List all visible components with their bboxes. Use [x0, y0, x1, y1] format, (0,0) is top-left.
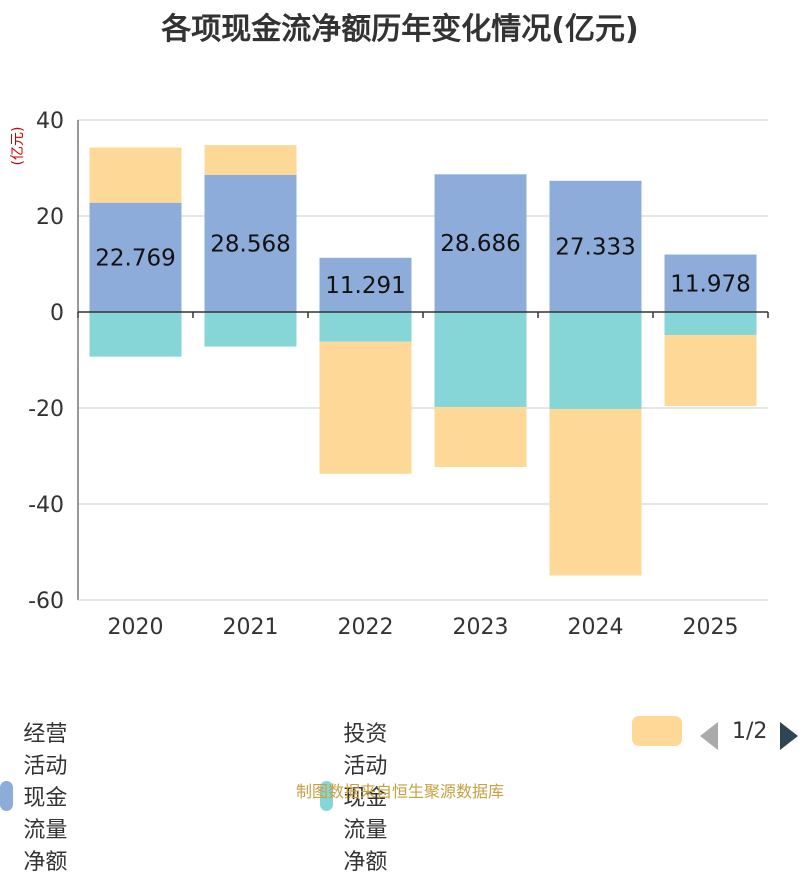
bar-2022-series-2	[319, 341, 412, 474]
bar-2020-series-0	[89, 202, 182, 312]
data-label: 27.333	[555, 234, 635, 260]
bar-2024-series-2	[549, 408, 642, 576]
bar-2023-series-2	[434, 407, 527, 468]
bar-2021-series-1	[204, 312, 297, 347]
x-tick-label: 2021	[223, 615, 279, 640]
bar-2022-series-0	[319, 257, 412, 312]
bar-2023-series-0	[434, 174, 527, 312]
legend-item-financing[interactable]	[632, 716, 692, 746]
bar-2020-series-2	[89, 147, 182, 203]
y-tick-label: 20	[36, 205, 64, 230]
y-tick-label: 40	[36, 109, 64, 134]
legend-next-icon[interactable]	[780, 722, 798, 750]
bar-2021-series-2	[204, 145, 297, 175]
x-tick-label: 2020	[108, 615, 164, 640]
data-label: 11.978	[670, 271, 750, 297]
x-tick-label: 2022	[338, 615, 394, 640]
bar-2022-series-1	[319, 312, 412, 342]
legend-prev-icon[interactable]	[700, 722, 718, 750]
y-tick-label: -60	[28, 589, 64, 614]
bar-2024-series-0	[549, 180, 642, 312]
bar-2020-series-1	[89, 312, 182, 357]
y-tick-label: 0	[50, 301, 64, 326]
data-label: 28.686	[440, 231, 520, 257]
data-source: 制图数据来自恒生聚源数据库	[295, 782, 504, 801]
bar-2024-series-1	[549, 312, 642, 409]
y-tick-label: -20	[28, 397, 64, 422]
bar-2021-series-0	[204, 174, 297, 312]
data-label: 28.568	[210, 231, 290, 257]
legend-pager: 1/2	[700, 719, 800, 751]
y-tick-label: -40	[28, 493, 64, 518]
legend-swatch-financing	[632, 716, 682, 746]
bar-2023-series-1	[434, 312, 527, 408]
bar-2025-series-0	[664, 254, 757, 312]
data-label: 22.769	[95, 245, 175, 271]
x-tick-label: 2025	[683, 615, 739, 640]
x-tick-label: 2024	[568, 615, 624, 640]
chart-title: 各项现金流净额历年变化情况(亿元)	[161, 12, 639, 47]
bar-2025-series-1	[664, 312, 757, 336]
bar-2025-series-2	[664, 335, 757, 407]
x-tick-label: 2023	[453, 615, 509, 640]
data-label: 11.291	[325, 273, 405, 299]
chart-plot: 40 20 0 -20 -40 -60 2020 2021 2022 2023 2024 2025 22…	[28, 109, 769, 640]
legend-page-number: 1/2	[732, 719, 768, 744]
